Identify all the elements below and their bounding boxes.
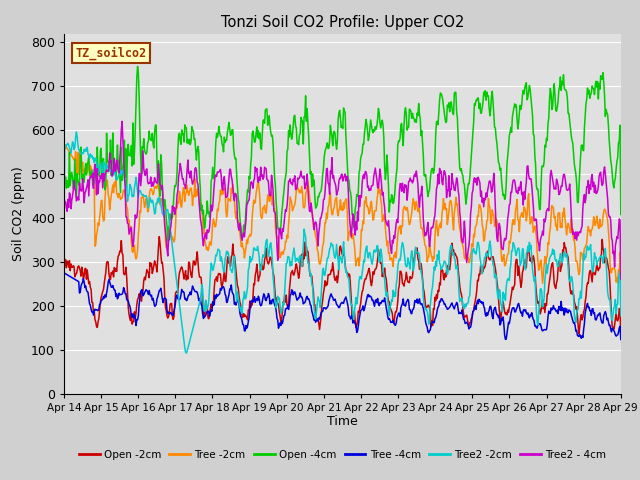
Y-axis label: Soil CO2 (ppm): Soil CO2 (ppm) <box>12 166 26 261</box>
X-axis label: Time: Time <box>327 415 358 429</box>
Title: Tonzi Soil CO2 Profile: Upper CO2: Tonzi Soil CO2 Profile: Upper CO2 <box>221 15 464 30</box>
Text: TZ_soilco2: TZ_soilco2 <box>75 46 147 60</box>
Legend: Open -2cm, Tree -2cm, Open -4cm, Tree -4cm, Tree2 -2cm, Tree2 - 4cm: Open -2cm, Tree -2cm, Open -4cm, Tree -4… <box>74 445 611 464</box>
